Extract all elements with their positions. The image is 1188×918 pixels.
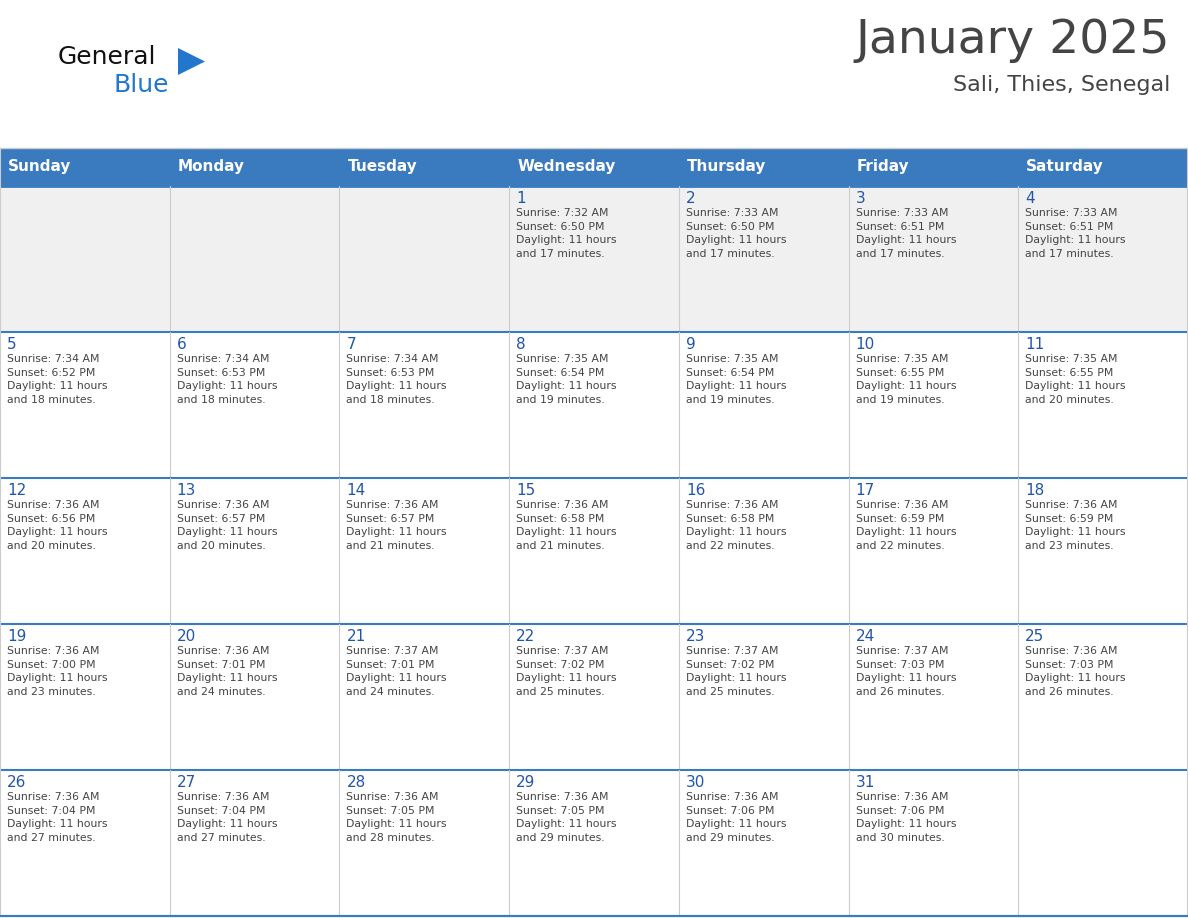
Text: Sunrise: 7:36 AM
Sunset: 7:05 PM
Daylight: 11 hours
and 29 minutes.: Sunrise: 7:36 AM Sunset: 7:05 PM Dayligh… bbox=[516, 792, 617, 843]
Text: Sunrise: 7:36 AM
Sunset: 6:57 PM
Daylight: 11 hours
and 21 minutes.: Sunrise: 7:36 AM Sunset: 6:57 PM Dayligh… bbox=[347, 500, 447, 551]
Text: 31: 31 bbox=[855, 775, 874, 790]
Bar bbox=[0, 148, 1188, 186]
Text: 10: 10 bbox=[855, 337, 874, 352]
Text: Sunrise: 7:34 AM
Sunset: 6:53 PM
Daylight: 11 hours
and 18 minutes.: Sunrise: 7:34 AM Sunset: 6:53 PM Dayligh… bbox=[177, 354, 277, 405]
Text: Sunrise: 7:36 AM
Sunset: 7:06 PM
Daylight: 11 hours
and 30 minutes.: Sunrise: 7:36 AM Sunset: 7:06 PM Dayligh… bbox=[855, 792, 956, 843]
Text: Wednesday: Wednesday bbox=[517, 160, 615, 174]
Text: Sunrise: 7:36 AM
Sunset: 7:04 PM
Daylight: 11 hours
and 27 minutes.: Sunrise: 7:36 AM Sunset: 7:04 PM Dayligh… bbox=[177, 792, 277, 843]
Text: Sunrise: 7:36 AM
Sunset: 7:00 PM
Daylight: 11 hours
and 23 minutes.: Sunrise: 7:36 AM Sunset: 7:00 PM Dayligh… bbox=[7, 646, 107, 697]
Text: 14: 14 bbox=[347, 483, 366, 498]
Text: 16: 16 bbox=[685, 483, 706, 498]
Text: Sunrise: 7:37 AM
Sunset: 7:02 PM
Daylight: 11 hours
and 25 minutes.: Sunrise: 7:37 AM Sunset: 7:02 PM Dayligh… bbox=[516, 646, 617, 697]
Bar bbox=[0, 186, 1188, 332]
Text: Sunrise: 7:36 AM
Sunset: 7:04 PM
Daylight: 11 hours
and 27 minutes.: Sunrise: 7:36 AM Sunset: 7:04 PM Dayligh… bbox=[7, 792, 107, 843]
Text: 9: 9 bbox=[685, 337, 696, 352]
Text: Sunrise: 7:36 AM
Sunset: 6:56 PM
Daylight: 11 hours
and 20 minutes.: Sunrise: 7:36 AM Sunset: 6:56 PM Dayligh… bbox=[7, 500, 107, 551]
Text: Saturday: Saturday bbox=[1026, 160, 1104, 174]
Text: Sunday: Sunday bbox=[8, 160, 71, 174]
Text: Sunrise: 7:32 AM
Sunset: 6:50 PM
Daylight: 11 hours
and 17 minutes.: Sunrise: 7:32 AM Sunset: 6:50 PM Dayligh… bbox=[516, 208, 617, 259]
Text: Sunrise: 7:37 AM
Sunset: 7:03 PM
Daylight: 11 hours
and 26 minutes.: Sunrise: 7:37 AM Sunset: 7:03 PM Dayligh… bbox=[855, 646, 956, 697]
Text: Friday: Friday bbox=[857, 160, 909, 174]
Text: 17: 17 bbox=[855, 483, 874, 498]
Text: 15: 15 bbox=[516, 483, 536, 498]
Text: 21: 21 bbox=[347, 629, 366, 644]
Text: 30: 30 bbox=[685, 775, 706, 790]
Text: Sunrise: 7:34 AM
Sunset: 6:52 PM
Daylight: 11 hours
and 18 minutes.: Sunrise: 7:34 AM Sunset: 6:52 PM Dayligh… bbox=[7, 354, 107, 405]
Text: 5: 5 bbox=[7, 337, 17, 352]
Text: Thursday: Thursday bbox=[687, 160, 766, 174]
Text: Sunrise: 7:35 AM
Sunset: 6:54 PM
Daylight: 11 hours
and 19 minutes.: Sunrise: 7:35 AM Sunset: 6:54 PM Dayligh… bbox=[516, 354, 617, 405]
Text: 25: 25 bbox=[1025, 629, 1044, 644]
Text: 4: 4 bbox=[1025, 191, 1035, 206]
Text: 20: 20 bbox=[177, 629, 196, 644]
Text: Sali, Thies, Senegal: Sali, Thies, Senegal bbox=[953, 75, 1170, 95]
Text: 13: 13 bbox=[177, 483, 196, 498]
Text: 28: 28 bbox=[347, 775, 366, 790]
Text: Sunrise: 7:36 AM
Sunset: 6:59 PM
Daylight: 11 hours
and 22 minutes.: Sunrise: 7:36 AM Sunset: 6:59 PM Dayligh… bbox=[855, 500, 956, 551]
Text: 11: 11 bbox=[1025, 337, 1044, 352]
Text: Sunrise: 7:37 AM
Sunset: 7:02 PM
Daylight: 11 hours
and 25 minutes.: Sunrise: 7:37 AM Sunset: 7:02 PM Dayligh… bbox=[685, 646, 786, 697]
Text: Sunrise: 7:36 AM
Sunset: 7:03 PM
Daylight: 11 hours
and 26 minutes.: Sunrise: 7:36 AM Sunset: 7:03 PM Dayligh… bbox=[1025, 646, 1126, 697]
Text: 26: 26 bbox=[7, 775, 26, 790]
Text: 19: 19 bbox=[7, 629, 26, 644]
Text: 12: 12 bbox=[7, 483, 26, 498]
Text: Sunrise: 7:36 AM
Sunset: 7:06 PM
Daylight: 11 hours
and 29 minutes.: Sunrise: 7:36 AM Sunset: 7:06 PM Dayligh… bbox=[685, 792, 786, 843]
Text: 18: 18 bbox=[1025, 483, 1044, 498]
Text: 8: 8 bbox=[516, 337, 526, 352]
Text: Sunrise: 7:34 AM
Sunset: 6:53 PM
Daylight: 11 hours
and 18 minutes.: Sunrise: 7:34 AM Sunset: 6:53 PM Dayligh… bbox=[347, 354, 447, 405]
Text: General: General bbox=[58, 45, 157, 69]
Text: 2: 2 bbox=[685, 191, 695, 206]
Text: 1: 1 bbox=[516, 191, 526, 206]
Text: Sunrise: 7:33 AM
Sunset: 6:51 PM
Daylight: 11 hours
and 17 minutes.: Sunrise: 7:33 AM Sunset: 6:51 PM Dayligh… bbox=[1025, 208, 1126, 259]
Polygon shape bbox=[178, 48, 206, 75]
Text: 27: 27 bbox=[177, 775, 196, 790]
Text: Sunrise: 7:36 AM
Sunset: 7:05 PM
Daylight: 11 hours
and 28 minutes.: Sunrise: 7:36 AM Sunset: 7:05 PM Dayligh… bbox=[347, 792, 447, 843]
Text: 23: 23 bbox=[685, 629, 706, 644]
Text: January 2025: January 2025 bbox=[855, 18, 1170, 63]
Text: 22: 22 bbox=[516, 629, 536, 644]
Text: Sunrise: 7:35 AM
Sunset: 6:55 PM
Daylight: 11 hours
and 20 minutes.: Sunrise: 7:35 AM Sunset: 6:55 PM Dayligh… bbox=[1025, 354, 1126, 405]
Text: Monday: Monday bbox=[178, 160, 245, 174]
Text: Sunrise: 7:35 AM
Sunset: 6:55 PM
Daylight: 11 hours
and 19 minutes.: Sunrise: 7:35 AM Sunset: 6:55 PM Dayligh… bbox=[855, 354, 956, 405]
Text: Sunrise: 7:37 AM
Sunset: 7:01 PM
Daylight: 11 hours
and 24 minutes.: Sunrise: 7:37 AM Sunset: 7:01 PM Dayligh… bbox=[347, 646, 447, 697]
Text: 29: 29 bbox=[516, 775, 536, 790]
Text: 24: 24 bbox=[855, 629, 874, 644]
Text: 3: 3 bbox=[855, 191, 865, 206]
Text: 7: 7 bbox=[347, 337, 356, 352]
Text: Sunrise: 7:35 AM
Sunset: 6:54 PM
Daylight: 11 hours
and 19 minutes.: Sunrise: 7:35 AM Sunset: 6:54 PM Dayligh… bbox=[685, 354, 786, 405]
Text: Sunrise: 7:36 AM
Sunset: 6:59 PM
Daylight: 11 hours
and 23 minutes.: Sunrise: 7:36 AM Sunset: 6:59 PM Dayligh… bbox=[1025, 500, 1126, 551]
Text: Sunrise: 7:36 AM
Sunset: 7:01 PM
Daylight: 11 hours
and 24 minutes.: Sunrise: 7:36 AM Sunset: 7:01 PM Dayligh… bbox=[177, 646, 277, 697]
Text: Tuesday: Tuesday bbox=[347, 160, 417, 174]
Text: Sunrise: 7:33 AM
Sunset: 6:50 PM
Daylight: 11 hours
and 17 minutes.: Sunrise: 7:33 AM Sunset: 6:50 PM Dayligh… bbox=[685, 208, 786, 259]
Text: Blue: Blue bbox=[113, 73, 169, 97]
Text: Sunrise: 7:36 AM
Sunset: 6:58 PM
Daylight: 11 hours
and 22 minutes.: Sunrise: 7:36 AM Sunset: 6:58 PM Dayligh… bbox=[685, 500, 786, 551]
Text: Sunrise: 7:33 AM
Sunset: 6:51 PM
Daylight: 11 hours
and 17 minutes.: Sunrise: 7:33 AM Sunset: 6:51 PM Dayligh… bbox=[855, 208, 956, 259]
Text: 6: 6 bbox=[177, 337, 187, 352]
Text: Sunrise: 7:36 AM
Sunset: 6:57 PM
Daylight: 11 hours
and 20 minutes.: Sunrise: 7:36 AM Sunset: 6:57 PM Dayligh… bbox=[177, 500, 277, 551]
Text: Sunrise: 7:36 AM
Sunset: 6:58 PM
Daylight: 11 hours
and 21 minutes.: Sunrise: 7:36 AM Sunset: 6:58 PM Dayligh… bbox=[516, 500, 617, 551]
